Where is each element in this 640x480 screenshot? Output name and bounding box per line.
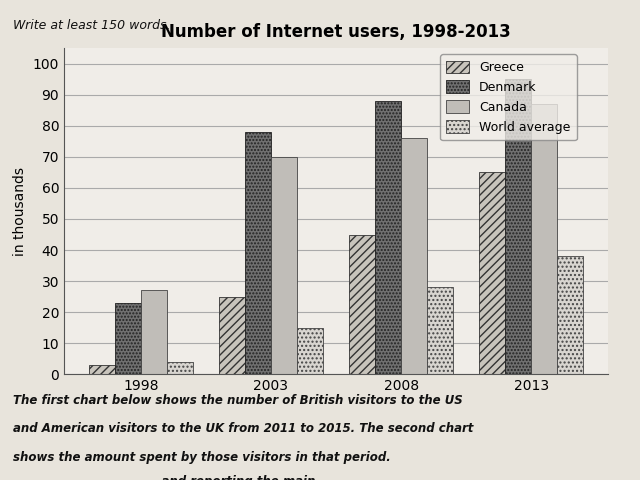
- Bar: [219, 297, 245, 374]
- Y-axis label: in thousands: in thousands: [13, 167, 28, 256]
- Bar: [115, 303, 141, 374]
- Bar: [401, 138, 427, 374]
- Bar: [271, 157, 297, 374]
- Bar: [245, 132, 271, 374]
- Bar: [141, 290, 167, 374]
- Bar: [167, 362, 193, 374]
- Bar: [557, 256, 583, 374]
- Text: Write at least 150 words.: Write at least 150 words.: [13, 19, 170, 32]
- Text: shows the amount spent by those visitors in that period.: shows the amount spent by those visitors…: [13, 451, 390, 464]
- Bar: [531, 104, 557, 374]
- Legend: Greece, Denmark, Canada, World average: Greece, Denmark, Canada, World average: [440, 54, 577, 140]
- Bar: [349, 235, 375, 374]
- Bar: [89, 365, 115, 374]
- Title: Number of Internet users, 1998-2013: Number of Internet users, 1998-2013: [161, 23, 511, 41]
- Text: The first chart below shows the number of British visitors to the US: The first chart below shows the number o…: [13, 394, 463, 407]
- Text: and reporting the main: and reporting the main: [13, 475, 315, 480]
- Bar: [297, 328, 323, 374]
- Bar: [505, 79, 531, 374]
- Bar: [479, 172, 505, 374]
- Text: and American visitors to the UK from 2011 to 2015. The second chart: and American visitors to the UK from 201…: [13, 422, 473, 435]
- Bar: [375, 101, 401, 374]
- Bar: [427, 288, 453, 374]
